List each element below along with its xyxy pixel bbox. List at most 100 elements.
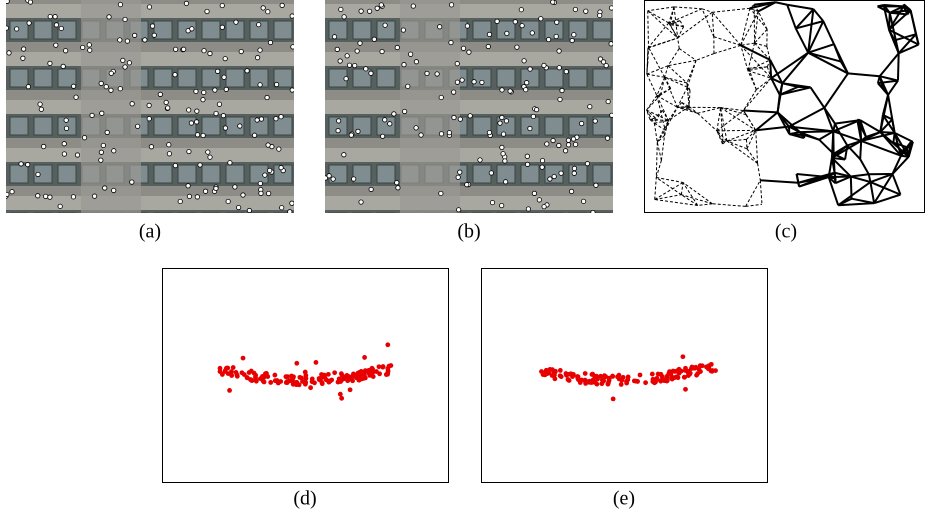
feature-point bbox=[388, 122, 392, 126]
feature-point bbox=[107, 15, 111, 19]
feature-point bbox=[48, 195, 52, 199]
feature-point bbox=[401, 28, 405, 32]
feature-point bbox=[609, 42, 613, 46]
scatter-point bbox=[227, 388, 232, 393]
feature-point bbox=[150, 24, 154, 28]
feature-point bbox=[213, 88, 217, 92]
mesh-edge bbox=[889, 13, 890, 30]
feature-point bbox=[198, 163, 202, 167]
window bbox=[226, 165, 244, 183]
feature-point bbox=[396, 186, 400, 190]
scatter-point bbox=[667, 369, 672, 374]
feature-point bbox=[364, 67, 368, 71]
feature-point bbox=[274, 117, 278, 121]
feature-point bbox=[439, 95, 443, 99]
feature-point bbox=[584, 9, 588, 13]
feature-point bbox=[588, 104, 592, 108]
feature-point bbox=[339, 7, 343, 11]
scatter-point bbox=[606, 380, 611, 385]
mesh-edge bbox=[829, 177, 851, 178]
feature-point bbox=[375, 6, 379, 10]
feature-point bbox=[609, 6, 613, 10]
feature-point bbox=[4, 26, 8, 30]
feature-point bbox=[99, 158, 103, 162]
scatter-point bbox=[595, 377, 600, 382]
scatter-point bbox=[370, 366, 375, 371]
feature-point bbox=[36, 172, 40, 176]
feature-point bbox=[545, 142, 549, 146]
scatter-point bbox=[615, 374, 620, 379]
feature-point bbox=[458, 117, 462, 121]
feature-point bbox=[530, 31, 534, 35]
feature-point bbox=[504, 119, 508, 123]
feature-point bbox=[54, 43, 58, 47]
feature-point bbox=[190, 27, 194, 31]
feature-point bbox=[288, 210, 292, 214]
feature-point bbox=[220, 25, 224, 29]
feature-point bbox=[82, 136, 86, 140]
feature-point bbox=[5, 0, 9, 4]
scatter-point bbox=[700, 363, 705, 368]
feature-point bbox=[369, 187, 373, 191]
window bbox=[497, 21, 515, 39]
feature-point bbox=[258, 83, 262, 87]
feature-point bbox=[255, 118, 259, 122]
scatter-point bbox=[254, 377, 259, 382]
window bbox=[202, 165, 220, 183]
scatter-point bbox=[291, 374, 296, 379]
feature-point bbox=[123, 17, 127, 21]
window bbox=[274, 21, 292, 39]
feature-point bbox=[130, 180, 134, 184]
feature-point bbox=[215, 69, 219, 73]
scatter-point bbox=[564, 373, 569, 378]
window bbox=[401, 213, 419, 231]
feature-point bbox=[27, 21, 31, 25]
feature-point bbox=[147, 5, 151, 9]
scatter-point bbox=[385, 342, 390, 347]
scatter-point bbox=[320, 374, 325, 379]
scatter-point bbox=[683, 387, 688, 392]
feature-point bbox=[88, 48, 92, 52]
window bbox=[178, 213, 196, 231]
feature-point bbox=[369, 71, 373, 75]
scatter-point bbox=[300, 379, 305, 384]
feature-point bbox=[451, 90, 455, 94]
feature-point bbox=[557, 49, 561, 53]
scatter-point bbox=[247, 370, 252, 375]
feature-point bbox=[7, 51, 11, 55]
scatter-point bbox=[294, 361, 299, 366]
scatter-point bbox=[342, 376, 347, 381]
window bbox=[521, 165, 539, 183]
scatter-point bbox=[241, 356, 246, 361]
window bbox=[34, 213, 52, 231]
feature-point bbox=[149, 145, 153, 149]
feature-point bbox=[570, 38, 574, 42]
scatter-point bbox=[590, 372, 595, 377]
feature-point bbox=[513, 20, 517, 24]
feature-point bbox=[501, 132, 505, 136]
feature-point bbox=[472, 80, 476, 84]
window bbox=[593, 213, 611, 231]
scatter-point bbox=[292, 380, 297, 385]
feature-point bbox=[579, 121, 583, 125]
window bbox=[593, 165, 611, 183]
feature-point bbox=[439, 132, 443, 136]
feature-point bbox=[109, 71, 113, 75]
feature-point bbox=[63, 49, 67, 53]
feature-point bbox=[135, 124, 139, 128]
feature-point bbox=[152, 33, 156, 37]
feature-point bbox=[87, 43, 91, 47]
feature-point bbox=[274, 82, 278, 86]
window bbox=[377, 69, 395, 87]
scatter-point bbox=[324, 377, 329, 382]
feature-point bbox=[456, 175, 460, 179]
feature-point bbox=[201, 97, 205, 101]
feature-point bbox=[508, 89, 512, 93]
feature-point bbox=[223, 126, 227, 130]
feature-point bbox=[327, 174, 331, 178]
feature-point bbox=[359, 200, 363, 204]
feature-point bbox=[118, 87, 122, 91]
feature-point bbox=[265, 95, 269, 99]
scatter-point bbox=[697, 367, 702, 372]
feature-point bbox=[347, 63, 351, 67]
